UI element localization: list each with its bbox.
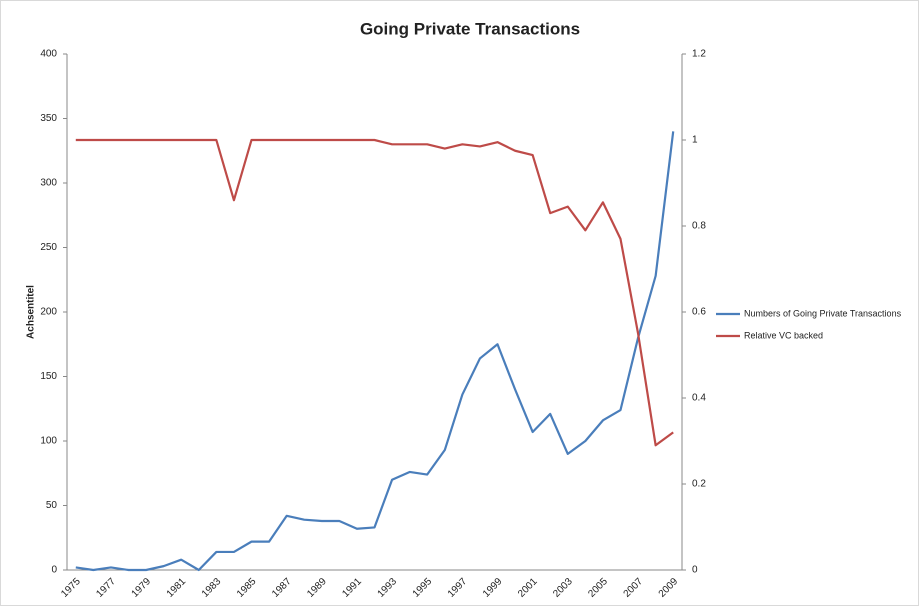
chart-title: Going Private Transactions bbox=[360, 19, 580, 38]
y2-tick-label: 1 bbox=[692, 135, 698, 146]
y2-tick-label: 0.8 bbox=[692, 221, 706, 232]
y-tick-label: 400 bbox=[40, 49, 57, 60]
y-tick-label: 0 bbox=[51, 565, 57, 576]
series-line bbox=[75, 131, 675, 572]
y-tick-label: 150 bbox=[40, 371, 57, 382]
y2-tick-label: 0.4 bbox=[692, 393, 706, 404]
y-tick-label: 200 bbox=[40, 307, 57, 318]
y-tick-label: 300 bbox=[40, 178, 57, 189]
y2-tick-label: 0 bbox=[692, 565, 698, 576]
y-tick-label: 250 bbox=[40, 242, 57, 253]
y-tick-label: 100 bbox=[40, 436, 57, 447]
legend-label: Numbers of Going Private Transactions bbox=[744, 308, 902, 318]
y-tick-label: 350 bbox=[40, 113, 57, 124]
y-axis-title: Achsentitel bbox=[26, 285, 37, 339]
legend-label: Relative VC backed bbox=[744, 330, 823, 340]
y2-tick-label: 0.2 bbox=[692, 479, 706, 490]
y2-tick-label: 1.2 bbox=[692, 49, 706, 60]
y2-tick-label: 0.6 bbox=[692, 307, 706, 318]
y-tick-label: 50 bbox=[46, 500, 58, 511]
series-line bbox=[75, 138, 674, 447]
